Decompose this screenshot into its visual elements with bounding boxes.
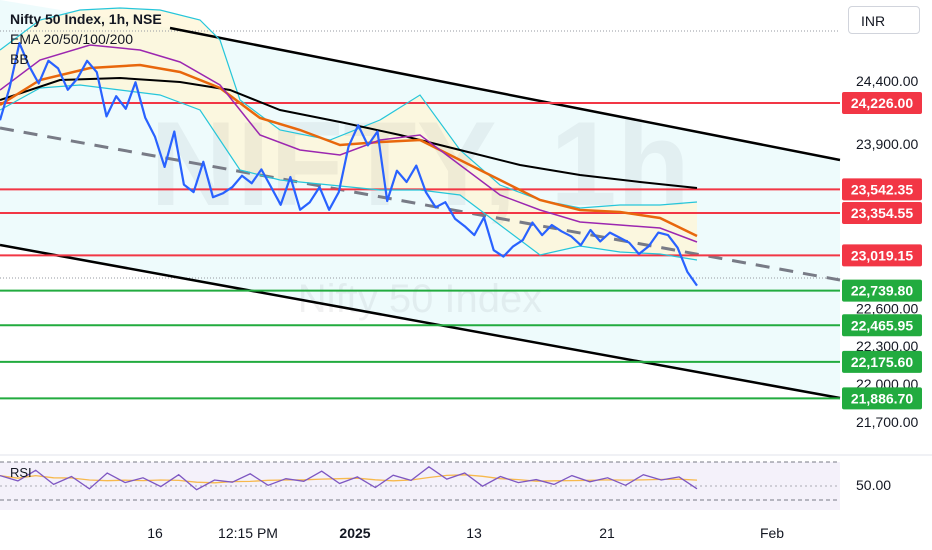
y-tick-label-1: 24,400.00 [856,73,918,89]
rsi-signal-line [0,474,698,484]
chart-legend: Nifty 50 Index, 1h, NSE EMA 20/50/100/20… [10,9,162,69]
support-tag-2-bg [842,314,922,337]
x-tick-label-6: Feb [760,525,784,541]
legend-title: Nifty 50 Index, 1h, NSE [10,11,162,27]
currency-button[interactable]: INR [848,6,920,34]
x-tick-label-5: 21 [599,525,615,541]
resistance-tag-1-label: 24,226.00 [851,95,913,111]
watermark-small: Nifty 50 Index [298,277,543,321]
support-tag-4-bg [842,387,922,410]
ema-50-line [0,63,698,238]
ema-20-line [0,44,698,243]
y-tick-label-3: 22,600.00 [856,300,918,316]
support-tag-4-label: 21,886.70 [851,390,913,406]
legend-bb[interactable]: BB [10,51,29,67]
support-tag-3-bg [842,350,922,373]
support-tag-1-label: 22,739.80 [851,283,913,299]
legend-ema[interactable]: EMA 20/50/100/200 [10,31,133,47]
y-tick-label-6: 21,700.00 [856,414,918,430]
y-tick-label-2: 23,900.00 [856,136,918,152]
support-tag-1-bg [842,279,922,302]
y-tick-label-4: 22,300.00 [856,338,918,354]
resistance-tag-4-bg [842,244,922,267]
x-tick-label-4: 13 [466,525,482,541]
price-line [0,41,698,287]
rsi-legend[interactable]: RSI [10,465,32,480]
ema-200-line [0,76,698,189]
resistance-tag-4-label: 23,019.15 [851,247,913,263]
bb-lower-line [0,84,698,261]
watermark-big: NIFTY, 1h [150,97,690,231]
channel-lower-line [0,243,841,400]
x-tick-label-3: 2025 [339,525,370,541]
support-tag-2-label: 22,465.95 [851,317,913,333]
channel-upper-line [169,26,841,162]
x-tick-label-1: 16 [147,525,163,541]
x-tick-label-2: 12:15 PM [218,525,278,541]
resistance-tag-1-bg [842,91,922,114]
rsi-tick-label: 50.00 [856,477,891,493]
resistance-tag-3-bg [842,202,922,225]
resistance-tag-3-label: 23,354.55 [851,205,913,221]
resistance-tag-2-bg [842,178,922,201]
support-tag-3-label: 22,175.60 [851,354,913,370]
resistance-tag-2-label: 23,542.35 [851,181,913,197]
rsi-line [0,465,698,491]
